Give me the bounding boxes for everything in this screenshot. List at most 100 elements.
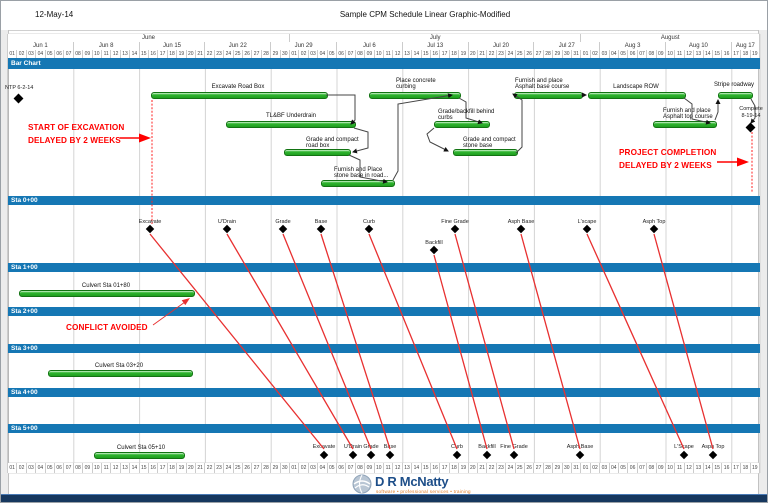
day-cell: 25 <box>233 463 243 473</box>
marker-bottom-label: Grade <box>363 444 379 450</box>
annotation-completion-delay: PROJECT COMPLETION DELAYED BY 2 WEEKS <box>619 146 716 172</box>
marker-bottom-diamond <box>575 450 585 460</box>
activity-bar-label: Stripe roadway <box>713 82 755 88</box>
day-cell: 17 <box>158 463 168 473</box>
day-cell: 13 <box>120 50 131 58</box>
activity-bar-label: curbing <box>396 84 416 91</box>
marker-bottom-diamond <box>708 450 718 460</box>
day-cell: 04 <box>36 50 46 58</box>
day-cell: 16 <box>722 50 732 58</box>
month-header: August <box>581 34 760 42</box>
day-cell: 03 <box>600 50 610 58</box>
day-cell: 30 <box>280 463 290 473</box>
activity-bar <box>321 180 395 187</box>
week-header: Jul 20 <box>468 42 535 50</box>
week-header: Jun 8 <box>73 42 140 50</box>
marker-top-label: U'Drain <box>217 219 237 225</box>
day-cell: 26 <box>525 463 535 473</box>
day-cell: 22 <box>487 50 497 58</box>
day-cell: 09 <box>83 463 93 473</box>
day-cell: 01 <box>290 50 300 58</box>
day-cell: 01 <box>290 463 300 473</box>
day-cell: 05 <box>45 463 55 473</box>
week-header: Jun 29 <box>271 42 337 50</box>
day-cell: 04 <box>609 50 619 58</box>
activity-bar-label: Grade and compact <box>306 137 359 143</box>
milestone-label: NTP 6-2-14 <box>5 85 34 91</box>
day-cell: 15 <box>139 463 149 473</box>
day-cell: 18 <box>449 463 460 473</box>
milestone-label: 8-19-14 <box>741 112 761 119</box>
day-cell: 24 <box>224 50 234 58</box>
day-cell: 02 <box>299 463 309 473</box>
section-band-station: Sta 0+00 <box>8 196 760 205</box>
day-cell: 09 <box>365 50 375 58</box>
day-cell: 12 <box>111 50 121 58</box>
day-cell: 28 <box>261 463 272 473</box>
day-cell: 23 <box>496 50 507 58</box>
marker-top-diamond <box>429 245 439 255</box>
section-band-bar-chart: Bar Chart <box>8 58 760 69</box>
day-cell: 21 <box>196 463 206 473</box>
day-cell: 29 <box>553 463 563 473</box>
day-cell: 28 <box>543 463 554 473</box>
culvert-bar-label: Culvert Sta 05+10 <box>116 445 166 451</box>
marker-bottom-diamond <box>509 450 519 460</box>
day-cell: 03 <box>308 50 319 58</box>
day-cell: 16 <box>149 50 159 58</box>
month-header: July <box>290 34 582 42</box>
day-cell: 26 <box>525 50 535 58</box>
activity-bar <box>434 121 490 128</box>
day-cell: 06 <box>628 50 638 58</box>
day-cell: 13 <box>120 463 131 473</box>
day-cell: 30 <box>562 463 572 473</box>
culvert-bar-label: Culvert Sta 03+20 <box>94 363 144 369</box>
day-cell: 17 <box>158 50 168 58</box>
title-bar: 12-May-14 Sample CPM Schedule Linear Gra… <box>1 1 767 31</box>
day-cell: 20 <box>186 463 196 473</box>
day-cell: 17 <box>440 50 450 58</box>
day-cell: 07 <box>346 50 356 58</box>
marker-top-label: Fine Grade <box>441 219 469 225</box>
week-header: Jun 22 <box>205 42 272 50</box>
day-cell: 30 <box>562 50 572 58</box>
day-cell: 26 <box>243 463 253 473</box>
activity-bar-label: Landscape ROW <box>613 84 659 90</box>
day-cell: 30 <box>280 50 290 58</box>
day-cell: 04 <box>36 463 46 473</box>
day-cell: 06 <box>337 50 347 58</box>
day-cell: 29 <box>271 50 281 58</box>
day-cell: 04 <box>318 463 328 473</box>
day-cell: 11 <box>675 50 685 58</box>
logo-tagline: software • professional services • train… <box>376 489 471 494</box>
day-cell: 03 <box>600 463 610 473</box>
day-cell: 10 <box>92 463 102 473</box>
day-cell: 24 <box>506 50 516 58</box>
day-cell: 11 <box>102 463 112 473</box>
activity-bar-label: road box <box>306 143 330 150</box>
globe-icon <box>351 473 373 500</box>
day-cell: 25 <box>233 50 243 58</box>
footer-bar <box>1 494 767 502</box>
day-cell: 17 <box>731 50 742 58</box>
week-header: Jun 15 <box>139 42 206 50</box>
activity-bar <box>284 149 351 156</box>
day-cell: 19 <box>459 50 469 58</box>
day-cell: 10 <box>374 463 384 473</box>
left-margin <box>1 30 9 495</box>
activity-bar-label: stone base <box>463 143 493 150</box>
day-cell: 18 <box>741 50 751 58</box>
marker-bottom-label: Asph Top <box>701 444 725 450</box>
day-cell: 05 <box>619 463 629 473</box>
day-cell: 23 <box>214 463 225 473</box>
day-cell: 14 <box>130 50 140 58</box>
day-cell: 22 <box>205 463 215 473</box>
activity-bar <box>369 92 461 99</box>
day-cell: 15 <box>713 50 723 58</box>
day-cell: 29 <box>271 463 281 473</box>
day-cell: 18 <box>741 463 751 473</box>
day-cell: 16 <box>431 463 441 473</box>
marker-top-diamond <box>316 224 326 234</box>
section-band-station: Sta 2+00 <box>8 307 760 316</box>
